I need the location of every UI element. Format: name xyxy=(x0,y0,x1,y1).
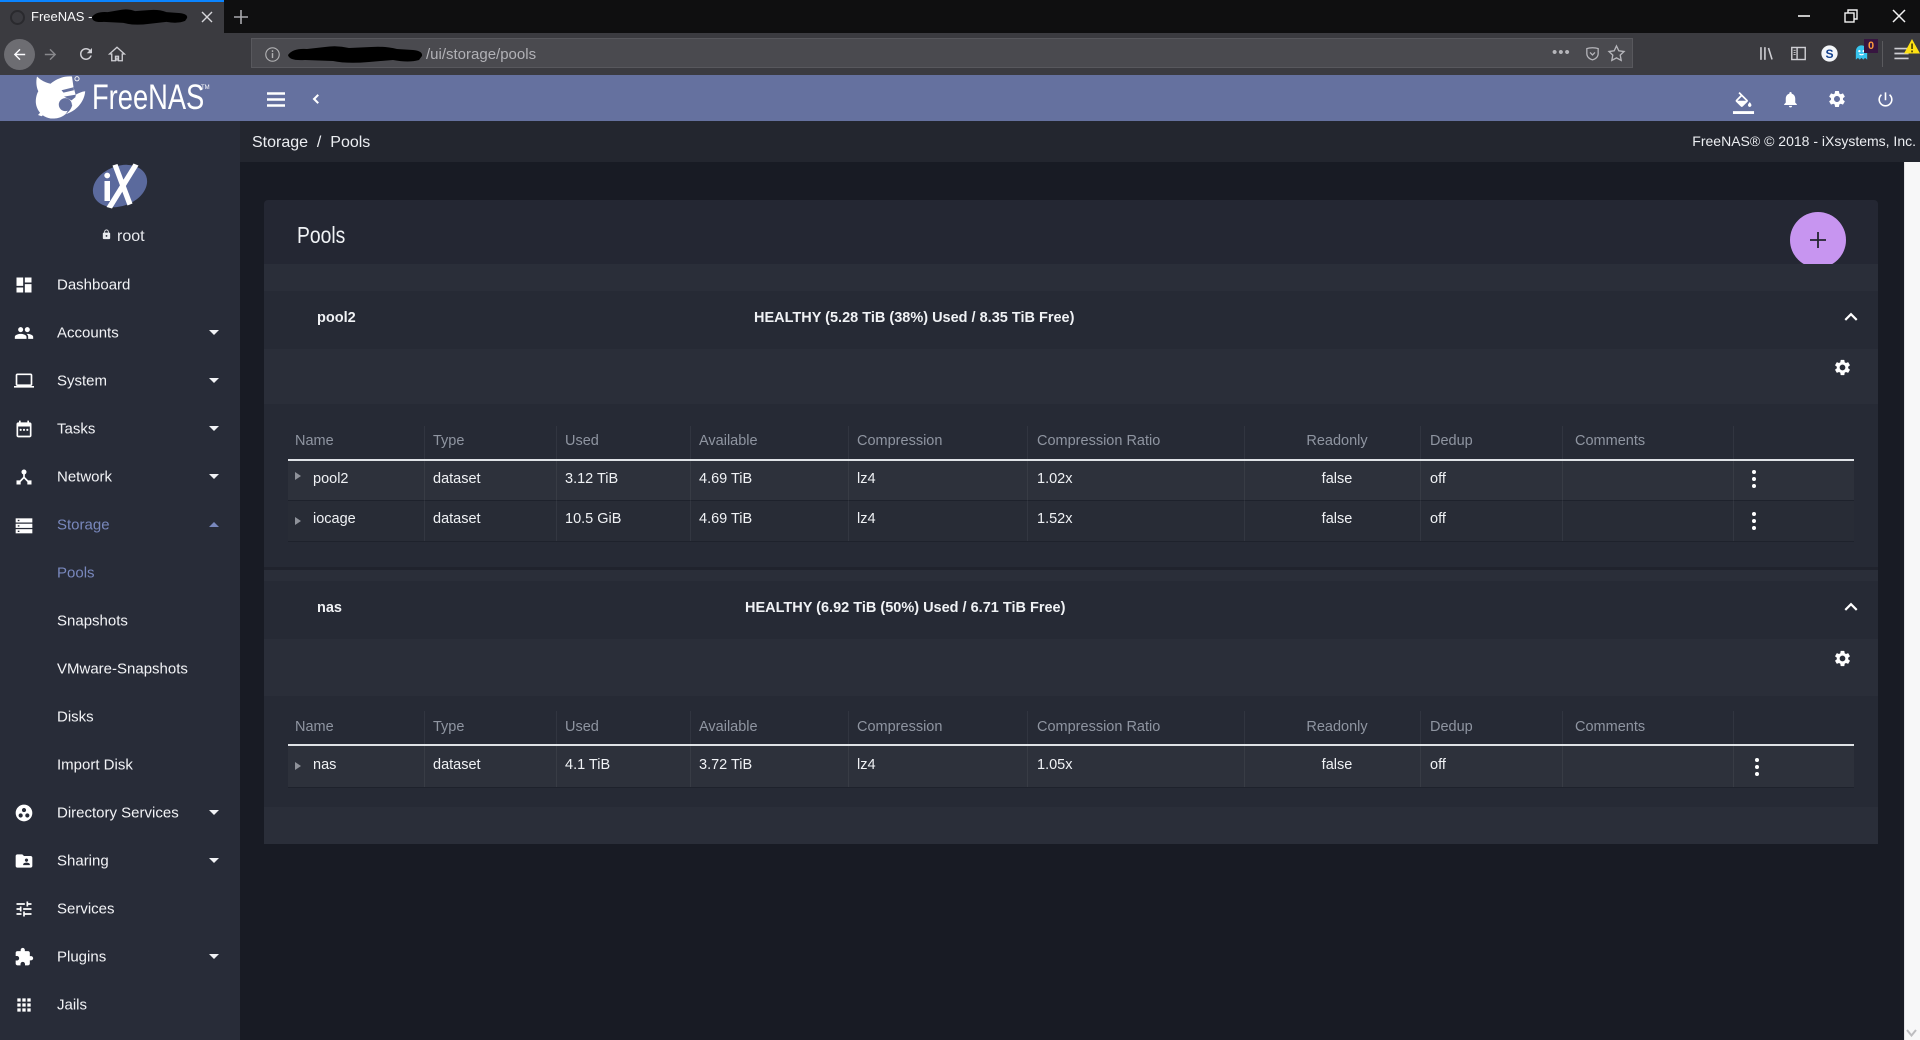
svg-text:S: S xyxy=(1825,47,1833,61)
